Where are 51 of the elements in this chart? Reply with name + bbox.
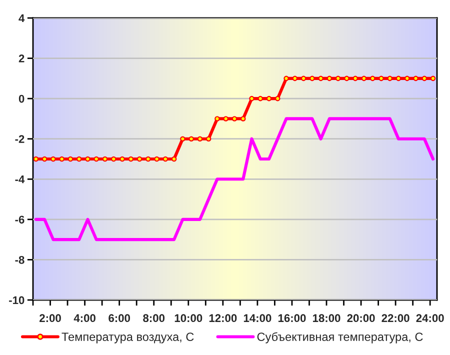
y-tick-label: -10: [9, 296, 24, 304]
y-tick-label: 0: [18, 94, 24, 103]
x-tick-label: 6:00: [108, 314, 130, 322]
point: [378, 76, 384, 82]
line-series: [34, 117, 435, 242]
x-tick-label: 14:00: [244, 314, 272, 322]
y-tick-label: -8: [15, 256, 24, 264]
point: [188, 136, 194, 142]
y-tick-label: -6: [15, 216, 24, 224]
point: [318, 76, 324, 82]
point: [344, 76, 350, 82]
point: [223, 116, 228, 122]
y-tick-label: 4: [18, 14, 25, 22]
point: [310, 76, 315, 82]
x-tick-label: 22:00: [382, 314, 410, 322]
point: [50, 156, 56, 162]
y-tick-label: -4: [15, 176, 25, 184]
point: [352, 76, 358, 82]
point: [94, 156, 99, 162]
x-tick-label: 2:00: [40, 314, 61, 322]
point: [284, 76, 289, 82]
x-tick-label: 16:00: [278, 314, 306, 322]
point: [59, 156, 64, 162]
point: [85, 156, 90, 162]
x-tick-label: 24:00: [416, 314, 444, 322]
point: [249, 96, 254, 102]
legend-label: Субъективная температура, С: [257, 332, 423, 344]
point: [180, 136, 186, 142]
point: [413, 76, 418, 82]
point: [154, 156, 160, 162]
x-tick-label: 18:00: [312, 314, 340, 322]
point: [206, 136, 212, 142]
point: [120, 156, 125, 162]
point: [197, 136, 203, 142]
x-tick-label: 12:00: [209, 314, 237, 322]
point: [214, 116, 220, 122]
x-tick-label: 20:00: [347, 314, 375, 322]
point: [102, 156, 108, 162]
point: [146, 156, 151, 162]
point: [240, 116, 246, 122]
point: [266, 96, 272, 102]
x-tick-label: 10:00: [174, 314, 202, 322]
y-tick-label: 2: [18, 54, 24, 62]
point: [232, 116, 238, 122]
point: [396, 76, 402, 82]
x-tick-label: 4:00: [74, 314, 96, 322]
legend-label: Температура воздуха, С: [62, 332, 194, 344]
point: [136, 156, 142, 162]
y-tick-label: -2: [15, 135, 24, 143]
x-tick-label: 8:00: [143, 314, 165, 322]
point: [275, 96, 280, 102]
